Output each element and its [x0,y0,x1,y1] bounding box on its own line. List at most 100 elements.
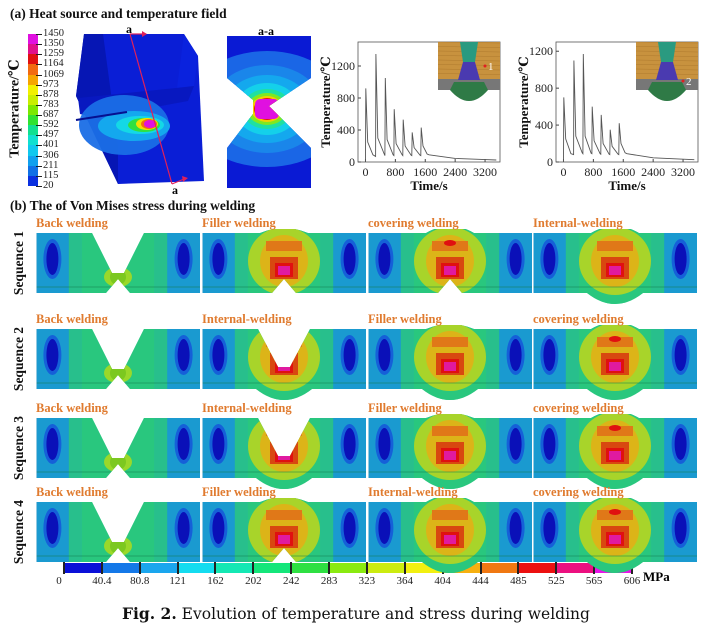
stress-colorbar-segment [253,563,292,573]
stress-colorbar-tick: 162 [207,575,224,587]
stress-colorbar-tick: 444 [472,575,489,587]
stress-contour-panel [36,502,200,562]
stress-colorbar-tickmark [328,562,331,574]
stress-contour-panel [36,418,200,478]
figure-caption: Fig. 2. Evolution of temperature and str… [0,604,712,623]
stress-colorbar-tickmark [555,562,558,574]
stress-colorbar-tickmark [593,562,596,574]
stress-colorbar-segment [64,563,103,573]
temperature-series-line [365,53,497,163]
stress-colorbar-tick: 283 [320,575,338,587]
stress-colorbar-segment [366,563,406,573]
temperature-colorbar-label: Temperature/℃ [7,59,23,158]
stress-colorbar-tick: 485 [510,575,527,587]
temperature-colorbar-segment [28,94,38,106]
temperature-colorbar-tickmark [36,175,42,177]
stress-colorbar-tick: 323 [358,575,376,587]
stress-contour-panel [36,329,200,389]
temperature-colorbar-tickmark [36,165,42,167]
temperature-colorbar-tick: 1259 [43,48,64,60]
x-tick-label: 2400 [443,165,467,179]
temperature-colorbar-tickmark [36,44,42,46]
temperature-colorbar-segment [28,165,38,177]
welding-step-label: Internal-welding [202,401,292,415]
welding-step-label: Back welding [36,485,108,499]
stress-colorbar-tickmark [290,562,293,574]
stress-contour-panel [202,329,366,400]
temperature-colorbar-tick: 783 [43,98,59,110]
temperature-colorbar-tickmark [36,145,42,147]
stress-colorbar-segment [177,563,216,573]
sequence-label: Sequence 2 [11,326,26,392]
stress-contour-panel [368,325,532,400]
temperature-colorbar-tickmark [36,94,42,96]
y-tick-label: 400 [535,118,553,132]
temperature-colorbar-segment [28,74,38,86]
stress-colorbar-tickmark [176,562,179,574]
section-marker-top: a [126,22,132,36]
stress-colorbar-tick: 565 [585,575,603,587]
temperature-colorbar-tick: 973 [43,78,59,90]
stress-colorbar-tick: 525 [548,575,565,587]
stress-colorbar-tickmark [138,562,141,574]
sequence-label: Sequence 4 [11,499,26,565]
welding-step-label: Internal-welding [202,312,292,326]
figure-caption-text: Evolution of temperature and stress duri… [181,605,590,623]
x-axis-label: Time/s [410,178,447,193]
temperature-colorbar-segment [28,44,38,55]
temperature-colorbar-segment [28,115,38,126]
stress-colorbar-tickmark [100,562,103,574]
temperature-colorbar-segment [28,34,38,45]
stress-colorbar-tickmark [252,562,255,574]
temperature-series-line [563,53,695,163]
stress-colorbar-segment [518,563,557,573]
stress-colorbar-tick: 121 [169,575,186,587]
section-view-a-a [227,36,311,188]
temperature-colorbar-tick: 1450 [43,28,64,39]
stress-colorbar-tick: 242 [282,575,300,587]
temperature-colorbar-tickmark [36,84,42,86]
stress-colorbar-segment [480,563,519,573]
x-tick-label: 800 [584,165,602,179]
welding-step-label: Internal-welding [533,216,623,230]
temperature-colorbar-segment [28,84,38,96]
stress-colorbar-segment [101,563,141,573]
x-tick-label: 3200 [473,165,497,179]
panel-b-title: (b) The of Von Mises stress during weldi… [10,198,256,213]
temperature-colorbar-tick: 1164 [43,58,64,70]
temperature-colorbar-tick: 115 [43,169,59,181]
welding-step-label: covering welding [533,485,624,499]
temperature-colorbar-segment [28,54,38,65]
y-tick-label: 800 [535,81,553,95]
stress-contour-panel [533,229,697,304]
stress-contour-panel [36,233,200,293]
stress-colorbar-tickmark [403,562,406,574]
figure-caption-label: Fig. 2. [122,604,177,623]
temperature-colorbar-tick: 306 [43,149,59,161]
welding-step-label: Filler welding [202,216,276,230]
y-tick-label: 400 [337,123,355,137]
x-tick-label: 0 [560,165,566,179]
inset-point-label: 1 [488,61,494,73]
weld-mesh-inset: 2 [635,41,699,101]
temperature-colorbar-segment [28,104,38,116]
x-axis-label: Time/s [608,178,645,193]
welding-step-label: covering welding [368,216,459,230]
temperature-colorbar-tick: 1350 [43,38,64,50]
temperature-colorbar-tickmark [36,64,42,66]
temperature-colorbar-tickmark [36,135,42,137]
stress-contour-panel [533,498,697,573]
x-tick-label: 2400 [641,165,665,179]
temperature-colorbar-tick: 592 [43,119,59,131]
stress-colorbar-tickmark [365,562,368,574]
y-tick-label: 1200 [331,59,355,73]
x-tick-label: 0 [362,165,368,179]
temperature-colorbar-segment [28,64,38,76]
panel-a-title: (a) Heat source and temperature field [10,6,227,21]
stress-colorbar-segment [139,563,179,573]
stress-colorbar-tickmark [479,562,482,574]
temperature-colorbar-tick: 1069 [43,68,64,80]
welding-step-label: Back welding [36,216,108,230]
weld-mesh-inset: 1 [437,41,501,101]
temperature-colorbar-tickmark [36,186,42,187]
